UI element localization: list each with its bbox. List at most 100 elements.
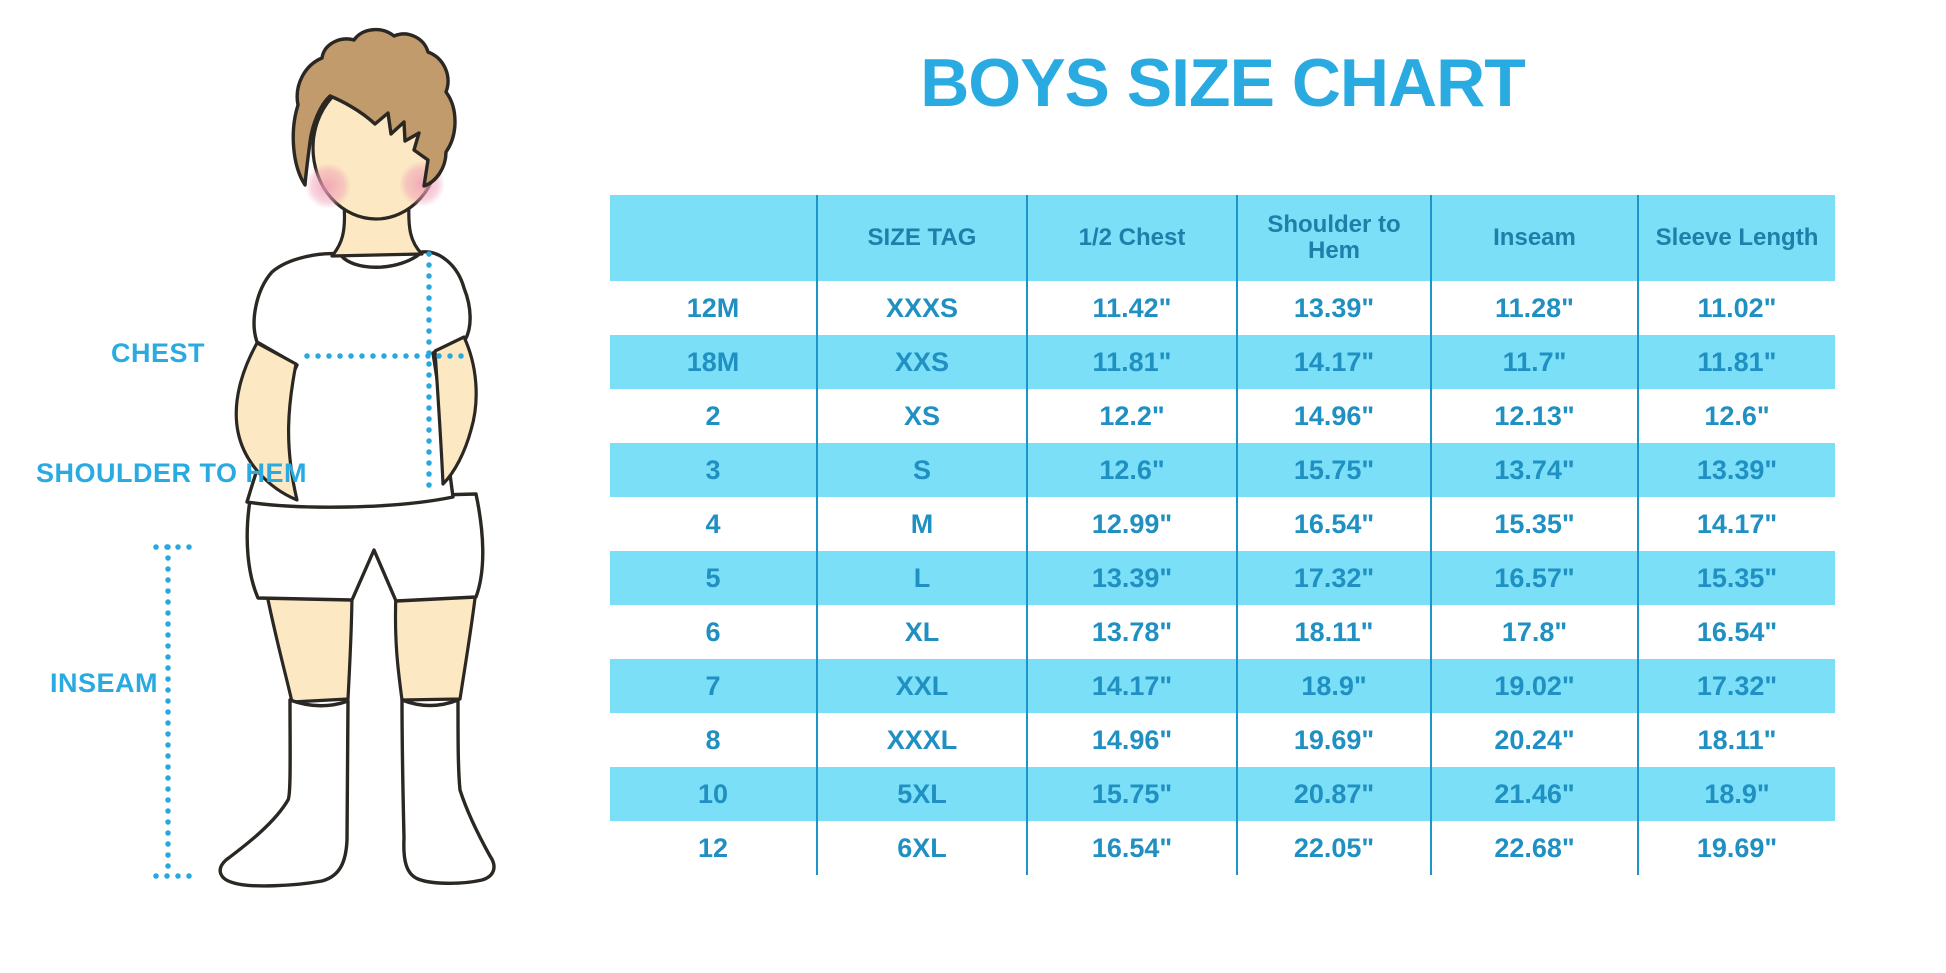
table-cell: 7 [705, 670, 721, 701]
table-cell: 19.69" [1236, 713, 1430, 767]
table-cell: 5XL [816, 767, 1026, 821]
table-cell: 6XL [816, 821, 1026, 875]
table-cell: 18.11" [1637, 713, 1835, 767]
table-cell: 6 [705, 616, 721, 647]
table-cell: 14.17" [1026, 659, 1236, 713]
table-row: 18M XXS 11.81" 14.17" 11.7" 11.81" [610, 335, 1835, 389]
table-cell: 14.17" [1236, 335, 1430, 389]
table-cell: 15.35" [1637, 551, 1835, 605]
right-leg [393, 588, 478, 702]
table-row: 3 S 12.6" 15.75" 13.74" 13.39" [610, 443, 1835, 497]
table-cell: 20.87" [1236, 767, 1430, 821]
table-cell: 12M [686, 292, 740, 323]
header-cell-half-chest: 1/2 Chest [1026, 195, 1236, 281]
table-cell: 19.02" [1430, 659, 1637, 713]
table-cell: 2 [705, 400, 721, 431]
table-cell: XS [816, 389, 1026, 443]
table-cell: 14.17" [1637, 497, 1835, 551]
table-cell: 18M [686, 346, 740, 377]
size-chart-table: SIZE TAG 1/2 Chest Shoulder to Hem Insea… [610, 195, 1835, 875]
table-row: 12 6XL 16.54" 22.05" 22.68" 19.69" [610, 821, 1835, 875]
table-cell: 4 [705, 508, 721, 539]
left-arm [234, 341, 299, 502]
right-sock [400, 698, 496, 885]
table-cell: 22.68" [1430, 821, 1637, 875]
header-cell-sleeve-length: Sleeve Length [1637, 195, 1835, 281]
right-arm [433, 335, 478, 486]
table-cell: 3 [705, 454, 721, 485]
table-cell: XXXS [816, 281, 1026, 335]
table-cell: 17.32" [1236, 551, 1430, 605]
table-cell: 13.39" [1637, 443, 1835, 497]
table-cell: 13.39" [1026, 551, 1236, 605]
table-cell: 15.75" [1236, 443, 1430, 497]
table-cell: 16.54" [1236, 497, 1430, 551]
table-cell: 21.46" [1430, 767, 1637, 821]
table-row: 12M XXXS 11.42" 13.39" 11.28" 11.02" [610, 281, 1835, 335]
table-cell: 8 [705, 724, 721, 755]
left-sock [218, 698, 350, 888]
table-cell: XL [816, 605, 1026, 659]
table-cell: 20.24" [1430, 713, 1637, 767]
table-cell: 15.35" [1430, 497, 1637, 551]
table-cell: 12.6" [1026, 443, 1236, 497]
table-cell: 14.96" [1026, 713, 1236, 767]
header-cell-empty [610, 195, 816, 281]
table-cell: 12.13" [1430, 389, 1637, 443]
table-row: 10 5XL 15.75" 20.87" 21.46" 18.9" [610, 767, 1835, 821]
left-blush [305, 163, 351, 209]
header-cell-inseam: Inseam [1430, 195, 1637, 281]
table-cell: 11.28" [1430, 281, 1637, 335]
table-row: 4 M 12.99" 16.54" 15.35" 14.17" [610, 497, 1835, 551]
table-cell: 12.6" [1637, 389, 1835, 443]
table-cell: S [816, 443, 1026, 497]
shoulder-to-hem-label: SHOULDER TO HEM [36, 458, 308, 488]
table-cell: 22.05" [1236, 821, 1430, 875]
page-title: BOYS SIZE CHART [920, 45, 1526, 121]
table-cell: 11.7" [1430, 335, 1637, 389]
table-row: 8 XXXL 14.96" 19.69" 20.24" 18.11" [610, 713, 1835, 767]
table-cell: 11.02" [1637, 281, 1835, 335]
table-row: 7 XXL 14.17" 18.9" 19.02" 17.32" [610, 659, 1835, 713]
hair [291, 28, 457, 188]
boy-illustration [153, 28, 496, 888]
inseam-label: INSEAM [50, 668, 159, 698]
table-cell: 19.69" [1637, 821, 1835, 875]
table-cell: XXS [816, 335, 1026, 389]
header-cell-size-tag: SIZE TAG [816, 195, 1026, 281]
table-cell: 12.99" [1026, 497, 1236, 551]
table-cell: 11.81" [1637, 335, 1835, 389]
table-cell: 12 [697, 832, 729, 863]
table-cell: 16.54" [1637, 605, 1835, 659]
table-cell: 16.54" [1026, 821, 1236, 875]
table-row: 5 L 13.39" 17.32" 16.57" 15.35" [610, 551, 1835, 605]
chest-label: CHEST [110, 338, 205, 368]
table-cell: 11.42" [1026, 281, 1236, 335]
table-cell: 14.96" [1236, 389, 1430, 443]
table-cell: 18.11" [1236, 605, 1430, 659]
table-row: 6 XL 13.78" 18.11" 17.8" 16.54" [610, 605, 1835, 659]
table-cell: 12.2" [1026, 389, 1236, 443]
table-cell: 5 [705, 562, 721, 593]
table-cell: 17.8" [1430, 605, 1637, 659]
left-leg [264, 588, 354, 704]
table-cell: 18.9" [1236, 659, 1430, 713]
table-cell: 13.74" [1430, 443, 1637, 497]
table-cell: 13.78" [1026, 605, 1236, 659]
shorts [245, 492, 485, 603]
table-cell: 17.32" [1637, 659, 1835, 713]
table-cell: 11.81" [1026, 335, 1236, 389]
table-header-row: SIZE TAG 1/2 Chest Shoulder to Hem Insea… [610, 195, 1835, 281]
table-cell: 18.9" [1637, 767, 1835, 821]
table-cell: XXL [816, 659, 1026, 713]
table-cell: L [816, 551, 1026, 605]
header-cell-shoulder-hem: Shoulder to Hem [1236, 195, 1430, 281]
shirt [245, 250, 472, 509]
table-body: 12M XXXS 11.42" 13.39" 11.28" 11.02" 18M XXS 11.… [610, 281, 1835, 875]
table-cell: 10 [697, 778, 729, 809]
table-cell: 13.39" [1236, 281, 1430, 335]
table-cell: XXXL [816, 713, 1026, 767]
table-cell: 16.57" [1430, 551, 1637, 605]
table-cell: 15.75" [1026, 767, 1236, 821]
table-row: 2 XS 12.2" 14.96" 12.13" 12.6" [610, 389, 1835, 443]
